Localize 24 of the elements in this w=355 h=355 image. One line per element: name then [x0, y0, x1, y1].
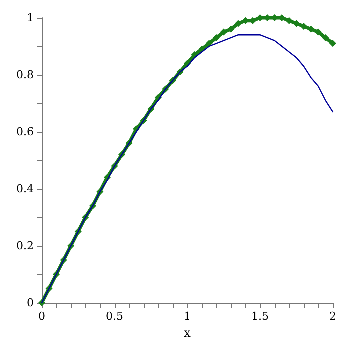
x-tick-label: 0: [38, 310, 46, 323]
y-tick-label: 0.6: [16, 126, 34, 138]
point: [228, 26, 235, 33]
x-tick-label: 1: [184, 310, 191, 323]
x-tick-label: 0.5: [106, 310, 124, 323]
x-axis-title: x: [184, 326, 192, 340]
point: [322, 34, 330, 42]
point: [234, 20, 242, 28]
point: [213, 34, 220, 42]
y-tick-label: 1: [27, 12, 34, 24]
point: [300, 23, 308, 30]
point: [308, 26, 315, 33]
point: [330, 40, 336, 48]
point: [220, 28, 228, 36]
point: [314, 28, 322, 36]
y-tick-label: 0.8: [16, 68, 34, 82]
y-tick-label: 0.4: [16, 182, 34, 196]
x-tick-label: 1.5: [252, 310, 269, 323]
point: [286, 17, 293, 24]
y-tick-label: 0: [27, 296, 34, 310]
x-tick-label: 2: [330, 310, 336, 323]
point: [206, 40, 213, 48]
point: [293, 20, 300, 28]
y-tick-label: 0.2: [16, 240, 34, 252]
